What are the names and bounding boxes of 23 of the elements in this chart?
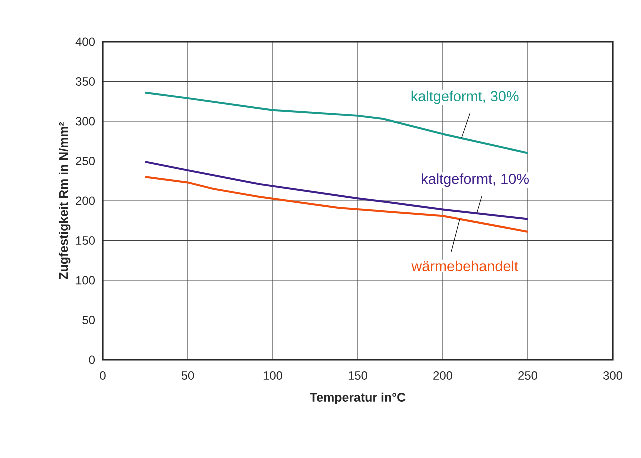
series-label: kaltgeformt, 10% (422, 174, 529, 188)
y-tick-label: 400 (76, 38, 96, 46)
x-axis-title: Temperatur in°C (310, 392, 406, 404)
y-tick-label: 300 (76, 117, 96, 126)
y-axis-title: Zugfestigkeit Rm in N/mm² (59, 122, 71, 280)
x-tick-label: 300 (603, 372, 623, 380)
y-tick-label: 200 (76, 196, 96, 206)
x-tick-label: 150 (348, 372, 368, 380)
x-tick-label: 0 (100, 372, 106, 380)
x-tick-label: 100 (264, 372, 283, 380)
y-tick-label: 250 (76, 157, 96, 166)
x-tick-label: 200 (434, 372, 453, 380)
text: wärmebehandelt (412, 260, 518, 272)
y-tick-label: 0 (89, 356, 96, 364)
x-tick-label: 250 (518, 372, 538, 380)
y-tick-label: 100 (76, 276, 96, 285)
line-series (144, 161, 530, 220)
y-tick-label: 350 (76, 78, 96, 86)
x-tick-label: 50 (182, 372, 194, 380)
y-tick-label: 50 (82, 316, 96, 324)
series-label: kaltgeformt, 30% (412, 90, 519, 104)
line-series (144, 92, 530, 154)
y-tick-label: 150 (76, 236, 96, 245)
